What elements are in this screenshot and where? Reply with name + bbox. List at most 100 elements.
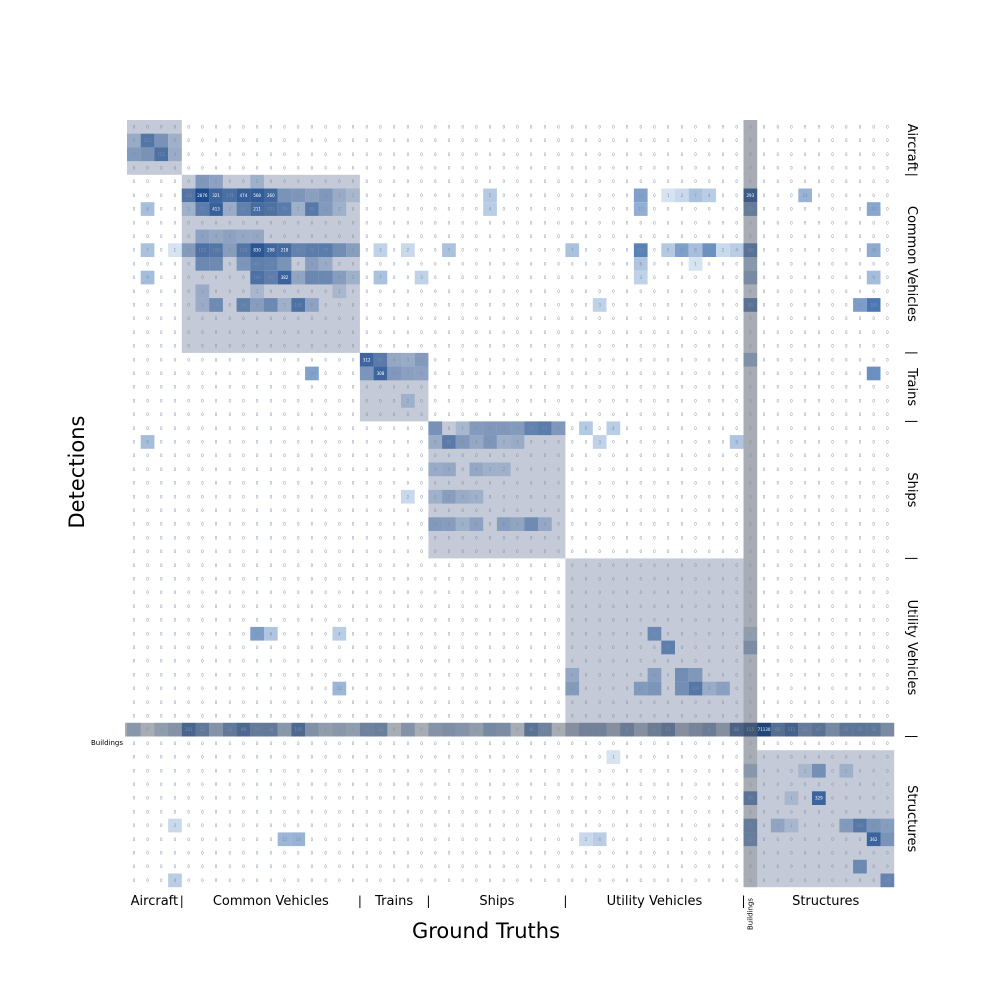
cell-value: 0 (146, 412, 149, 417)
cell-value: 0 (694, 494, 697, 499)
cell-value: 0 (544, 535, 547, 540)
heatmap-cell (579, 421, 593, 436)
cell-value: 0 (215, 522, 218, 527)
cell-value: 0 (571, 494, 574, 499)
cell-value: 0 (502, 275, 505, 280)
cell-value: 0 (804, 782, 807, 787)
cell-value: 0 (626, 631, 629, 636)
cell-value: 0 (215, 576, 218, 581)
heatmap-cell (127, 133, 141, 148)
cell-value: 0 (242, 809, 245, 814)
x-group-label: Ships (479, 894, 514, 909)
cell-value: 3 (407, 727, 410, 732)
cell-value: 0 (544, 124, 547, 129)
cell-value: 122 (185, 193, 193, 198)
cell-value: 0 (160, 522, 163, 527)
cell-value: 0 (407, 289, 410, 294)
cell-value: 0 (818, 330, 821, 335)
cell-value: 0 (804, 535, 807, 540)
cell-value: 0 (489, 604, 492, 609)
cell-value: 0 (585, 385, 588, 390)
cell-value: 0 (790, 700, 793, 705)
heatmap-cell (236, 229, 251, 244)
cell-value: 0 (448, 645, 451, 650)
cell-value: 0 (502, 371, 505, 376)
cell-value: 0 (845, 248, 848, 253)
cell-value: 0 (530, 398, 533, 403)
cell-value: 0 (338, 453, 341, 458)
cell-value: 0 (146, 823, 149, 828)
cell-value: 0 (544, 809, 547, 814)
cell-value: 25 (803, 727, 809, 732)
cell-value: 0 (776, 563, 779, 568)
cell-value: 0 (461, 344, 464, 349)
cell-value: 0 (146, 344, 149, 349)
cell-value: 0 (283, 878, 286, 883)
heatmap-cell (195, 243, 210, 257)
cell-value: 0 (393, 850, 396, 855)
cell-value: 0 (475, 837, 478, 842)
cell-value: 0 (174, 618, 177, 623)
cell-value: 0 (270, 138, 273, 143)
cell-value: 0 (133, 590, 136, 595)
cell-value: 0 (338, 823, 341, 828)
cell-value: 0 (886, 686, 889, 691)
cell-value: 0 (872, 878, 875, 883)
cell-value: 0 (516, 563, 519, 568)
cell-value: 0 (776, 522, 779, 527)
cell-value: 0 (804, 289, 807, 294)
cell-value: 0 (160, 371, 163, 376)
heatmap-cell (729, 722, 744, 737)
cell-value: 0 (722, 124, 725, 129)
cell-value: 0 (544, 289, 547, 294)
cell-value: 0 (818, 837, 821, 842)
cell-value: 0 (242, 344, 245, 349)
cell-value: 0 (187, 220, 190, 225)
cell-value: 0 (133, 686, 136, 691)
cell-value: 0 (694, 165, 697, 170)
cell-value: 0 (653, 768, 656, 773)
cell-value: 0 (886, 467, 889, 472)
cell-value: 0 (352, 494, 355, 499)
cell-value: 0 (653, 344, 656, 349)
cell-value: 31 (227, 727, 233, 732)
cell-value: 0 (448, 124, 451, 129)
cell-value: 0 (681, 809, 684, 814)
cell-value: 0 (694, 453, 697, 458)
cell-value: 0 (365, 686, 368, 691)
cell-value: 0 (393, 741, 396, 746)
cell-value: 0 (681, 549, 684, 554)
cell-value: 0 (502, 179, 505, 184)
cell-value: 0 (872, 234, 875, 239)
cell-value: 0 (379, 398, 382, 403)
cell-value: 0 (393, 439, 396, 444)
cell-value: 0 (365, 248, 368, 253)
y-group-separator: | (905, 351, 919, 355)
cell-value: 0 (448, 426, 451, 431)
cell-value: 0 (489, 700, 492, 705)
cell-value: 0 (393, 563, 396, 568)
cell-value: 153 (267, 207, 275, 212)
cell-value: 0 (571, 618, 574, 623)
cell-value: 0 (448, 453, 451, 458)
cell-value: 0 (859, 645, 862, 650)
cell-value: 0 (324, 549, 327, 554)
cell-value: 0 (311, 481, 314, 486)
cell-value: 0 (530, 467, 533, 472)
cell-value: 0 (612, 248, 615, 253)
cell-value: 0 (818, 590, 821, 595)
heatmap-cell (496, 435, 511, 449)
cell-value: 0 (763, 796, 766, 801)
cell-value: 0 (407, 152, 410, 157)
cell-value: 0 (708, 289, 711, 294)
cell-value: 0 (722, 604, 725, 609)
heatmap-cell (428, 489, 443, 504)
cell-value: 0 (612, 234, 615, 239)
cell-value: 0 (639, 659, 642, 664)
cell-value: 0 (160, 412, 163, 417)
cell-value: 0 (626, 385, 629, 390)
cell-value: 0 (201, 220, 204, 225)
heatmap-cell (250, 298, 264, 312)
cell-value: 0 (571, 782, 574, 787)
cell-value: 3 (461, 727, 464, 732)
